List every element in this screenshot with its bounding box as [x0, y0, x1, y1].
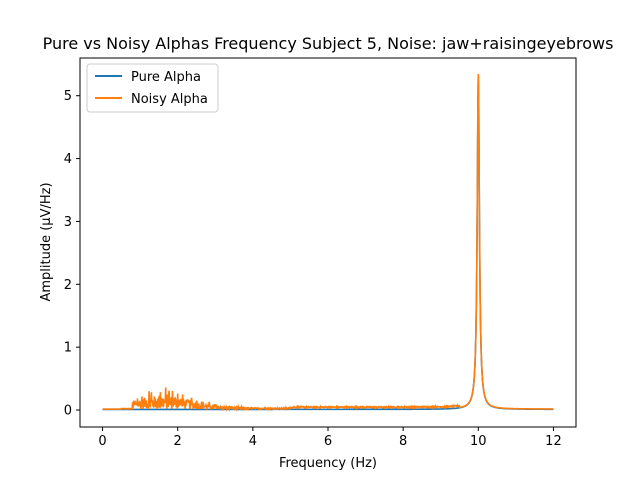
x-tick-label: 0 — [98, 434, 106, 449]
y-tick-label: 0 — [64, 404, 72, 419]
legend: Pure Alpha Noisy Alpha — [86, 63, 219, 113]
y-tick-label: 4 — [64, 152, 72, 167]
series-line-noisy-alpha — [102, 74, 554, 412]
x-tick-label: 2 — [174, 434, 182, 449]
y-tick-label: 2 — [64, 278, 72, 293]
y-tick-label: 1 — [64, 341, 72, 356]
x-tick-label: 4 — [249, 434, 257, 449]
y-axis-label: Amplitude (μV/Hz) — [39, 182, 54, 301]
plot-frame — [79, 57, 577, 428]
y-axis: 0 1 2 3 4 5 — [64, 89, 80, 419]
y-tick-label: 3 — [64, 215, 72, 230]
x-tick-label: 10 — [470, 434, 487, 449]
y-tick-label: 5 — [64, 89, 72, 104]
x-tick-label: 6 — [324, 434, 332, 449]
chart-title: Pure vs Noisy Alphas Frequency Subject 5… — [43, 34, 614, 53]
x-axis: 0 2 4 6 8 10 12 — [98, 427, 562, 449]
legend-label-noisy-alpha: Noisy Alpha — [131, 92, 208, 107]
legend-label-pure-alpha: Pure Alpha — [131, 70, 201, 85]
x-tick-label: 8 — [399, 434, 407, 449]
x-tick-label: 12 — [545, 434, 562, 449]
x-axis-label: Frequency (Hz) — [279, 456, 377, 471]
series-layer — [102, 74, 554, 412]
